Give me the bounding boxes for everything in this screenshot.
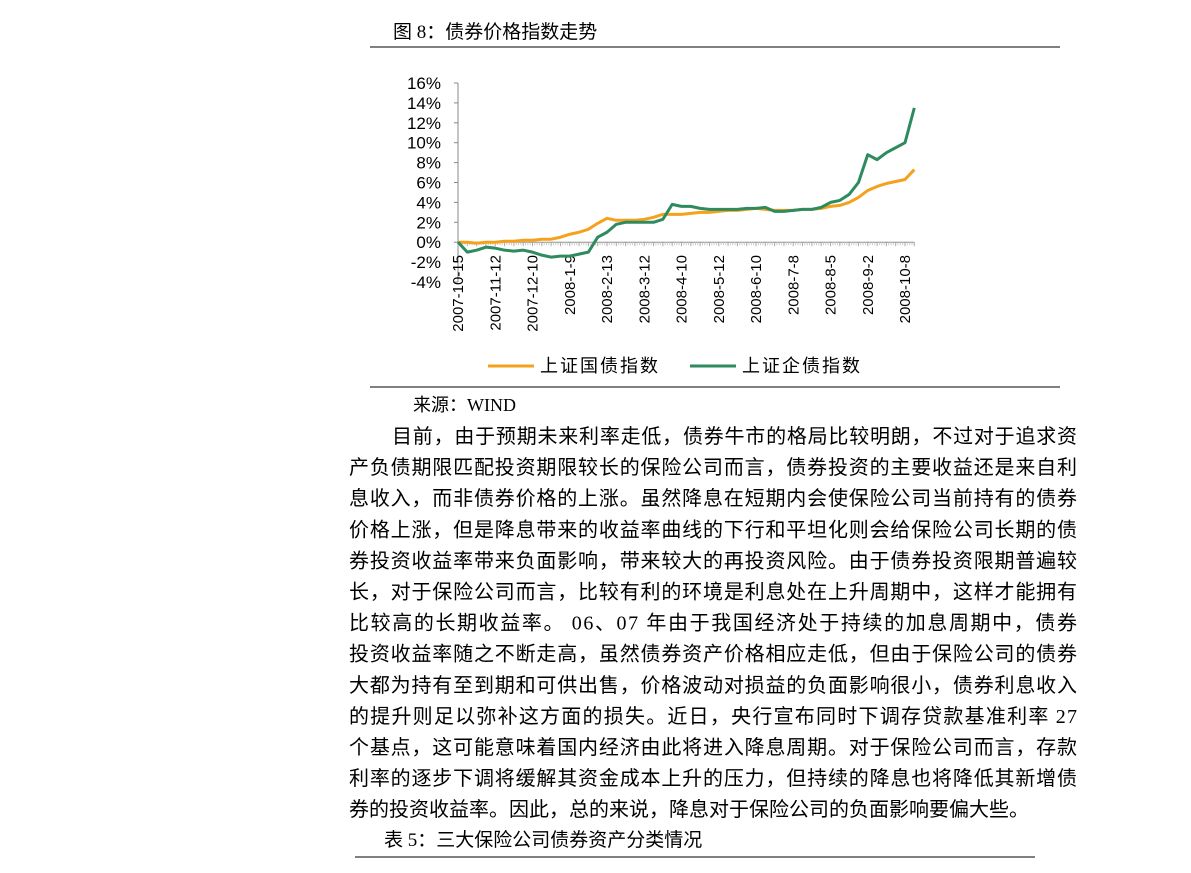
x-tick-label: 2007-11-12 [487, 255, 504, 331]
x-tick-label: 2008-2-13 [599, 255, 616, 323]
x-tick-label: 2008-10-8 [897, 255, 914, 323]
x-tick-label: 2008-3-12 [636, 255, 653, 323]
paragraph-line: 券投资收益率带来负面影响，带来较大的再投资风险。由于债券投资限期普遍较 [349, 549, 1077, 572]
y-tick-label: 12% [407, 114, 441, 133]
y-tick-label: 2% [416, 213, 441, 232]
y-tick-label: 6% [416, 174, 441, 193]
y-tick-label: 0% [416, 233, 441, 252]
x-tick-label: 2008-1-9 [562, 255, 579, 315]
series-line [456, 107, 916, 259]
paragraph-line: 利率的逐步下调将缓解其资金成本上升的压力，但持续的降息也将降低其新增债 [349, 767, 1077, 790]
source: 来源：WIND [413, 395, 516, 415]
figure-caption: 图 8：债券价格指数走势 [393, 21, 597, 43]
paragraph-line: 比较高的长期收益率。 06、07 年由于我国经济处于持续的加息周期中，债券 [349, 612, 1077, 635]
series-line [458, 168, 916, 245]
paragraph-line: 目前，由于预期未来利率走低，债券牛市的格局比较明朗，不过对于追求资 [392, 425, 1077, 448]
y-tick-label: 8% [416, 154, 441, 173]
legend-label: 上证国债指数 [540, 356, 660, 376]
paragraph-line: 投资收益率随之不断走高，虽然债券资产价格相应走低，但由于保险公司的债券 [349, 643, 1077, 666]
y-tick-label: 10% [407, 134, 441, 153]
x-tick-label: 2007-12-10 [525, 255, 542, 332]
paragraph-line: 产负债期限匹配投资期限较长的保险公司而言，债券投资的主要收益还是来自利 [349, 456, 1077, 479]
paragraph-line: 长，对于保险公司而言，比较有利的环境是利息处在上升周期中，这样才能拥有 [349, 581, 1077, 604]
x-tick-label: 2007-10-15 [450, 255, 467, 332]
paragraph-line: 的提升则足以弥补这方面的损失。近日，央行宣布同时下调存贷款基准利率 27 [349, 705, 1077, 728]
legend-label: 上证企债指数 [742, 356, 862, 376]
y-tick-label: -2% [411, 253, 441, 272]
y-tick-label: 14% [407, 94, 441, 113]
x-tick-label: 2008-9-2 [860, 255, 877, 315]
y-tick-label: -4% [411, 273, 441, 292]
paragraph-line: 大都为持有至到期和可供出售，价格波动对损益的负面影响很小，债券利息收入 [349, 674, 1077, 697]
y-tick-label: 16% [407, 74, 441, 93]
paragraph-line: 息收入，而非债券价格的上涨。虽然降息在短期内会使保险公司当前持有的债券 [349, 487, 1077, 510]
paragraph-line: 个基点，这可能意味着国内经济由此将进入降息周期。对于保险公司而言，存款 [349, 736, 1077, 759]
x-tick-label: 2008-5-12 [711, 255, 728, 323]
table-caption: 表 5：三大保险公司债券资产分类情况 [384, 829, 702, 851]
paragraph-line: 价格上涨，但是降息带来的收益率曲线的下行和平坦化则会给保险公司长期的债 [349, 518, 1077, 541]
x-tick-label: 2008-7-8 [785, 255, 802, 315]
x-tick-label: 2008-6-10 [748, 255, 765, 323]
paragraph-line: 券的投资收益率。因此，总的来说，降息对于保险公司的负面影响要偏大些。 [349, 798, 1029, 821]
x-tick-label: 2008-8-5 [823, 255, 840, 315]
y-tick-label: 4% [416, 193, 441, 212]
x-tick-label: 2008-4-10 [674, 255, 691, 323]
